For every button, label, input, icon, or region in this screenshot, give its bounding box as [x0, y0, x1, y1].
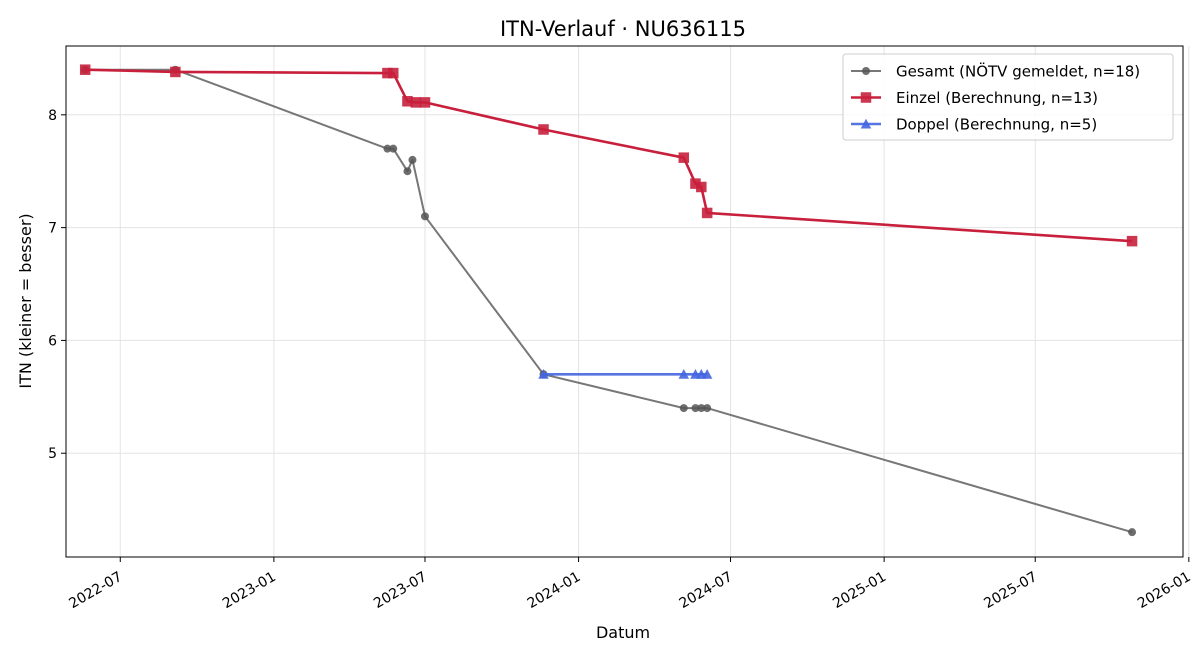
series-layer: [79, 64, 1138, 537]
data-point: [170, 66, 181, 78]
y-tick-label: 7: [48, 221, 57, 237]
series-2: [79, 64, 1138, 247]
data-point: [697, 404, 706, 413]
y-axis: 5 6 7 8: [48, 108, 66, 462]
data-point: [383, 144, 392, 153]
data-point: [701, 207, 713, 219]
y-tick-label: 6: [48, 333, 57, 349]
plot-frame: [65, 45, 1184, 558]
legend-box: [842, 53, 1174, 141]
data-point: [538, 124, 549, 135]
data-point: [402, 96, 413, 107]
data-point: [382, 67, 393, 79]
data-point: [79, 64, 91, 75]
legend: Gesamt (NÖTV gemeldet, n=18) Einzel (Bere…: [842, 53, 1174, 141]
data-point: [410, 97, 422, 108]
legend-swatch-marker: [862, 67, 870, 75]
data-point: [403, 167, 412, 176]
grid: [66, 46, 1190, 557]
data-point: [691, 404, 700, 413]
y-tick-label: 8: [48, 108, 57, 124]
y-tick-label: 5: [48, 446, 57, 462]
chart-title: ITN-Verlauf · NU636115: [500, 17, 746, 41]
data-point: [419, 97, 431, 108]
data-point: [389, 144, 398, 153]
x-axis-label: Datum: [596, 623, 650, 642]
data-point: [1128, 528, 1137, 537]
legend-swatch-marker: [860, 118, 872, 129]
y-axis-label: ITN (kleiner = besser): [16, 213, 35, 388]
legend-swatch-marker: [860, 92, 872, 103]
data-point: [678, 152, 690, 163]
data-point: [701, 369, 713, 379]
data-point: [678, 369, 690, 379]
data-point: [420, 212, 429, 221]
legend-label: Doppel (Berechnung, n=5): [896, 116, 1097, 134]
data-point: [690, 178, 701, 189]
data-point: [388, 67, 399, 79]
legend-label: Einzel (Berechnung, n=13): [896, 89, 1098, 107]
data-point: [1126, 235, 1138, 247]
data-point: [538, 369, 549, 379]
data-point: [679, 404, 688, 413]
data-point: [703, 404, 712, 413]
legend-label: Gesamt (NÖTV gemeldet, n=18): [896, 62, 1140, 81]
series-3: [538, 369, 713, 379]
data-point: [408, 155, 417, 164]
data-point: [696, 181, 707, 193]
